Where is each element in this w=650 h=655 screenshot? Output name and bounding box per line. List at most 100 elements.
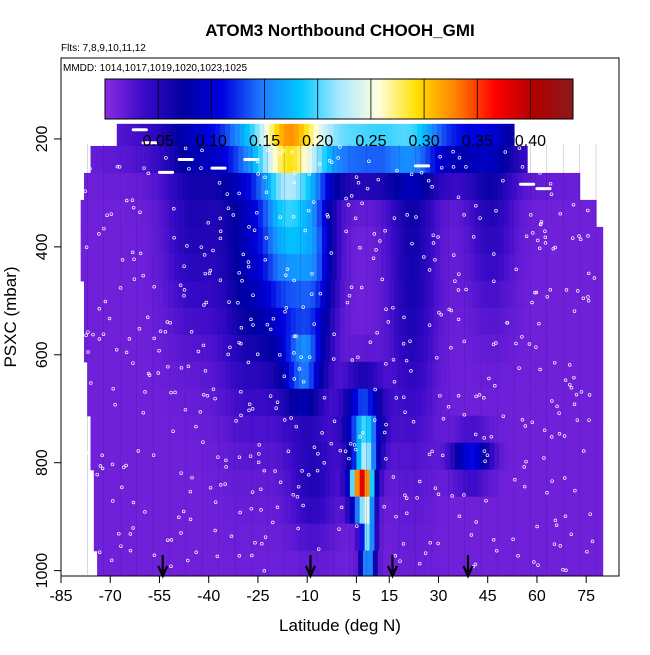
heatmap-cell [369, 334, 376, 363]
sample-point [86, 350, 90, 354]
heatmap-cell [151, 550, 157, 576]
heatmap-cell [274, 550, 280, 576]
sample-point [128, 532, 133, 536]
heatmap-cell [325, 523, 331, 552]
heatmap-cell [287, 199, 293, 228]
heatmap-cell [389, 334, 395, 363]
sample-point [427, 452, 432, 457]
heatmap-cell [261, 496, 267, 525]
heatmap-cell [576, 334, 582, 363]
heatmap-cell [569, 550, 576, 576]
heatmap-cell [448, 334, 454, 363]
heatmap-cell [522, 496, 528, 525]
heatmap-cell [313, 123, 320, 147]
heatmap-cell [152, 280, 159, 309]
sample-point [290, 150, 294, 155]
heatmap-cell [236, 523, 243, 552]
heatmap-cell [481, 388, 487, 417]
heatmap-cell [330, 469, 336, 498]
heatmap-cell [553, 253, 559, 282]
heatmap-cell [430, 253, 436, 282]
heatmap-cell [228, 415, 234, 444]
heatmap-cell [451, 550, 458, 576]
heatmap-cell [115, 145, 121, 174]
heatmap-cell [254, 123, 261, 147]
heatmap-cell [246, 523, 252, 552]
heatmap-cell [536, 172, 543, 201]
heatmap-cell [517, 496, 523, 525]
heatmap-cell [261, 334, 267, 363]
heatmap-cell [573, 415, 579, 444]
heatmap-cell [523, 442, 530, 471]
heatmap-cell [536, 307, 543, 336]
heatmap-cell [190, 361, 197, 390]
heatmap-cell [376, 253, 382, 282]
heatmap-cell [536, 469, 543, 498]
sample-point [101, 332, 106, 336]
heatmap-cell [95, 226, 101, 255]
heatmap-cell [202, 307, 208, 336]
heatmap-cell [100, 253, 106, 282]
heatmap-cell [527, 496, 533, 525]
heatmap-cell [517, 469, 523, 498]
heatmap-cell [174, 253, 180, 282]
heatmap-cell [592, 226, 599, 255]
sample-point [131, 361, 135, 365]
heatmap-cell [596, 523, 602, 552]
heatmap-cell [208, 226, 215, 255]
heatmap-cell [123, 172, 129, 201]
heatmap-cell [497, 496, 504, 525]
heatmap-cell [323, 123, 330, 147]
heatmap-cell [164, 253, 170, 282]
heatmap-cell [513, 415, 520, 444]
heatmap-cell [256, 172, 262, 201]
heatmap-cell [279, 388, 285, 417]
sample-point [355, 524, 359, 528]
sample-point [188, 489, 193, 494]
heatmap-cell [372, 123, 379, 147]
heatmap-cell [210, 361, 216, 390]
heatmap-cell [494, 253, 500, 282]
heatmap-cell [156, 361, 162, 390]
sample-point [359, 285, 364, 290]
heatmap-cell [412, 388, 418, 417]
sample-point [120, 258, 125, 262]
heatmap-cell [527, 334, 533, 363]
sample-point [438, 393, 442, 398]
sample-point [474, 203, 478, 208]
heatmap-cell [100, 226, 106, 255]
heatmap-cell [184, 415, 190, 444]
heatmap-cell [305, 280, 312, 309]
heatmap-cell [376, 442, 382, 471]
heatmap-cell [528, 226, 535, 255]
heatmap-cell [443, 280, 449, 309]
heatmap-cell [108, 172, 115, 201]
heatmap-cell [379, 307, 385, 336]
heatmap-cell [587, 442, 594, 471]
sample-point [574, 392, 579, 397]
heatmap-cell [520, 388, 527, 417]
sample-point [295, 495, 300, 499]
heatmap-cell [361, 145, 367, 174]
heatmap-cell [558, 253, 564, 282]
heatmap-cell [295, 172, 302, 201]
heatmap-cell [216, 307, 223, 336]
heatmap-cell [543, 442, 550, 471]
heatmap-cell [303, 361, 310, 390]
heatmap-cell [257, 199, 264, 228]
heatmap-cell [479, 226, 486, 255]
sample-point [213, 528, 217, 533]
heatmap-cell [395, 253, 402, 282]
heatmap-cell [571, 496, 577, 525]
sample-point [253, 541, 257, 545]
heatmap-cell [80, 199, 87, 228]
heatmap-cell [541, 280, 548, 309]
heatmap-cell [85, 199, 92, 228]
sample-point [329, 251, 333, 255]
heatmap-cell [520, 550, 527, 576]
heatmap-layer [80, 123, 604, 576]
sample-point [409, 369, 413, 373]
heatmap-cell [300, 307, 307, 336]
sample-point [436, 541, 440, 546]
